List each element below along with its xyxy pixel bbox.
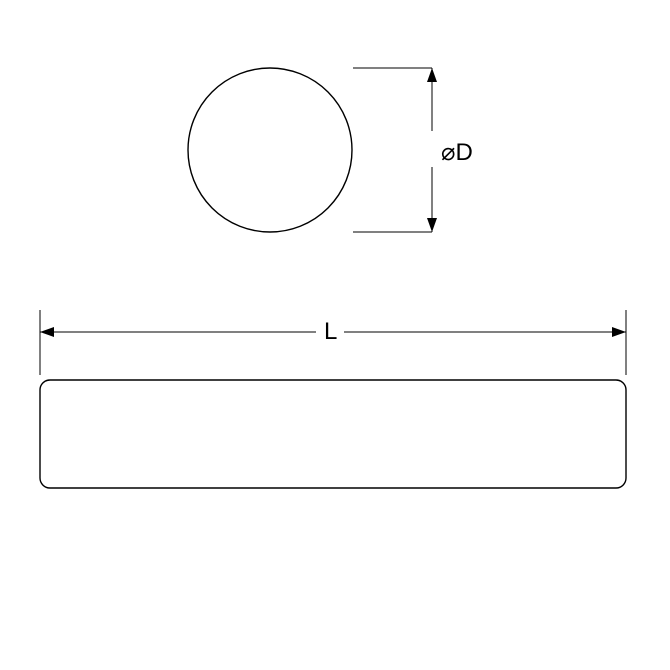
dim-d-arrow-bottom [427,218,437,232]
length-label: L [324,318,337,346]
dim-d-arrow-top [427,68,437,82]
technical-drawing: ⌀D L [0,0,670,670]
dim-l-arrow-right [612,327,626,337]
rod-side-view [40,380,626,488]
dim-l-arrow-left [40,327,54,337]
cross-section-circle [188,68,352,232]
diameter-label: ⌀D [441,138,473,167]
